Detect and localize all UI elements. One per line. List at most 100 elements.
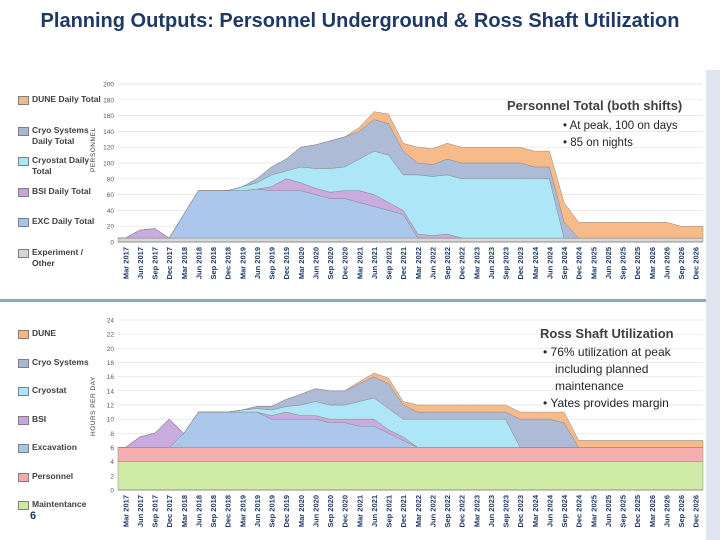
top-x-tick: Sep 2022 <box>443 247 452 280</box>
top-panel: DUNE Daily Total Cryo Systems Daily Total… <box>0 72 706 298</box>
top-x-tick: Dec 2022 <box>458 247 467 280</box>
bottom-x-tick: Sep 2023 <box>502 495 511 528</box>
top-y-tick: 80 <box>107 176 115 183</box>
bottom-x-tick: Jun 2023 <box>487 495 496 527</box>
bottom-legend-label: DUNE <box>32 328 57 338</box>
top-legend-label: Experiment / Other <box>32 246 84 268</box>
bottom-y-tick: 0 <box>110 488 114 495</box>
bottom-x-tick: Dec 2017 <box>165 495 174 528</box>
top-x-tick: Jun 2018 <box>194 247 203 279</box>
top-y-tick: 20 <box>107 224 115 231</box>
bottom-x-tick: Jun 2019 <box>253 495 262 527</box>
top-x-tick: Mar 2024 <box>531 246 540 279</box>
bottom-bullet-2-text: Yates provides margin <box>550 396 669 410</box>
top-x-tick: Sep 2025 <box>619 247 628 280</box>
bottom-x-tick: Sep 2022 <box>443 495 452 528</box>
top-x-tick: Dec 2023 <box>516 247 525 280</box>
bottom-x-tick: Sep 2019 <box>268 495 277 528</box>
bottom-x-tick: Jun 2017 <box>136 495 145 527</box>
top-x-tick: Jun 2019 <box>253 247 262 279</box>
bottom-x-tick: Jun 2020 <box>311 495 320 527</box>
bottom-x-tick: Sep 2017 <box>151 495 160 528</box>
top-x-tick: Mar 2020 <box>297 247 306 279</box>
slide-title: Planning Outputs: Personnel Underground … <box>40 10 680 32</box>
top-x-tick: Sep 2024 <box>560 246 569 279</box>
bottom-bullet-1: • 76% utilization at peak including plan… <box>543 345 671 393</box>
bottom-legend-swatch <box>18 330 29 339</box>
bottom-legend-label: Excavation <box>32 442 77 452</box>
right-edge-bar <box>706 70 720 540</box>
bottom-area-maintentance <box>117 461 704 491</box>
top-x-tick: Jun 2020 <box>311 247 320 279</box>
top-x-tick: Jun 2024 <box>545 246 554 279</box>
bottom-x-tick: Jun 2025 <box>604 495 613 527</box>
bottom-x-tick: Sep 2018 <box>209 495 218 528</box>
top-x-tick: Jun 2022 <box>428 247 437 279</box>
bottom-bullet-1-text: 76% utilization at peak including planne… <box>550 345 671 393</box>
bottom-y-tick: 14 <box>107 388 115 395</box>
bottom-y-tick: 20 <box>107 346 115 353</box>
bottom-y-tick: 24 <box>107 318 115 325</box>
bottom-x-tick: Sep 2020 <box>326 495 335 528</box>
top-x-tick: Dec 2026 <box>692 247 701 280</box>
bottom-legend-label: Maintentance <box>32 499 87 509</box>
top-x-tick: Sep 2019 <box>268 247 277 280</box>
bottom-x-tick: Mar 2023 <box>472 495 481 527</box>
top-bullet-2-text: 85 on nights <box>570 137 633 149</box>
top-x-tick: Jun 2023 <box>487 247 496 279</box>
bottom-y-tick: 2 <box>110 473 114 480</box>
bottom-x-tick: Jun 2021 <box>370 495 379 527</box>
top-chart: 0 20 40 60 80 100 120 140 160 180 200 Mar 2017 Jun 2… <box>103 82 704 280</box>
top-bullet-1-text: At peak, 100 on days <box>569 120 678 132</box>
bottom-x-tick: Mar 2025 <box>589 495 598 527</box>
top-legend-label: Cryo Systems Daily Total <box>32 124 89 146</box>
top-x-tick: Dec 2024 <box>575 246 584 279</box>
top-legend-swatch <box>18 248 29 258</box>
top-legend-label: DUNE Daily Total <box>32 94 101 104</box>
top-x-tick: Mar 2023 <box>472 247 481 279</box>
top-y-tick: 180 <box>103 97 114 104</box>
bottom-x-tick: Dec 2022 <box>458 495 467 528</box>
bottom-x-tick: Dec 2026 <box>692 495 701 528</box>
top-y-tick: 60 <box>107 192 115 199</box>
top-legend-swatch <box>18 126 29 136</box>
top-x-tick: Dec 2025 <box>633 247 642 280</box>
bottom-x-tick: Sep 2025 <box>619 495 628 528</box>
bottom-x-tick: Sep 2021 <box>385 495 394 528</box>
top-x-tick: Sep 2020 <box>326 247 335 280</box>
bottom-x-tick: Sep 2024 <box>560 494 569 527</box>
bottom-x-tick: Dec 2021 <box>399 495 408 528</box>
bottom-y-tick: 10 <box>107 417 115 424</box>
bottom-x-tick: Mar 2020 <box>297 495 306 527</box>
top-x-tick: Dec 2018 <box>224 247 233 280</box>
bottom-legend-swatch <box>18 501 29 510</box>
top-x-tick: Sep 2026 <box>677 247 686 280</box>
bottom-legend: DUNE Cryo Systems Cryostat BSI Excavation Per… <box>18 328 89 528</box>
top-legend-label: Cryostat Daily Total <box>32 155 90 176</box>
top-y-tick: 120 <box>103 145 114 152</box>
top-y-tick: 140 <box>103 129 114 136</box>
top-legend-swatch <box>18 187 29 197</box>
bottom-x-tick: Mar 2026 <box>648 495 657 527</box>
top-legend-label: EXC Daily Total <box>32 216 95 226</box>
bottom-bullet-2: • Yates provides margin <box>543 396 669 410</box>
top-legend: DUNE Daily Total Cryo Systems Daily Total… <box>18 94 101 294</box>
top-bullet-1: • At peak, 100 on days <box>563 120 678 132</box>
top-legend-swatch <box>18 96 29 105</box>
top-y-tick: 0 <box>110 240 114 247</box>
top-x-tick: Jun 2026 <box>662 247 671 279</box>
bottom-legend-label: Personnel <box>32 470 74 481</box>
bottom-panel: DUNE Cryo Systems Cryostat BSI Excavation Per… <box>0 304 706 540</box>
bottom-x-tick: Mar 2017 <box>121 495 130 527</box>
top-y-tick: 160 <box>103 113 114 120</box>
bottom-x-tick: Dec 2018 <box>224 495 233 528</box>
top-chart-title: Personnel Total (both shifts) <box>507 98 683 113</box>
top-x-tick: Sep 2023 <box>502 247 511 280</box>
top-area-dune-daily-total <box>118 111 704 239</box>
top-legend-swatch <box>18 218 29 227</box>
bottom-y-tick: 22 <box>107 332 115 339</box>
bottom-y-tick: 18 <box>107 360 115 367</box>
bottom-legend-label: Cryo Systems <box>32 356 89 367</box>
bottom-x-tick: Dec 2020 <box>341 495 350 528</box>
